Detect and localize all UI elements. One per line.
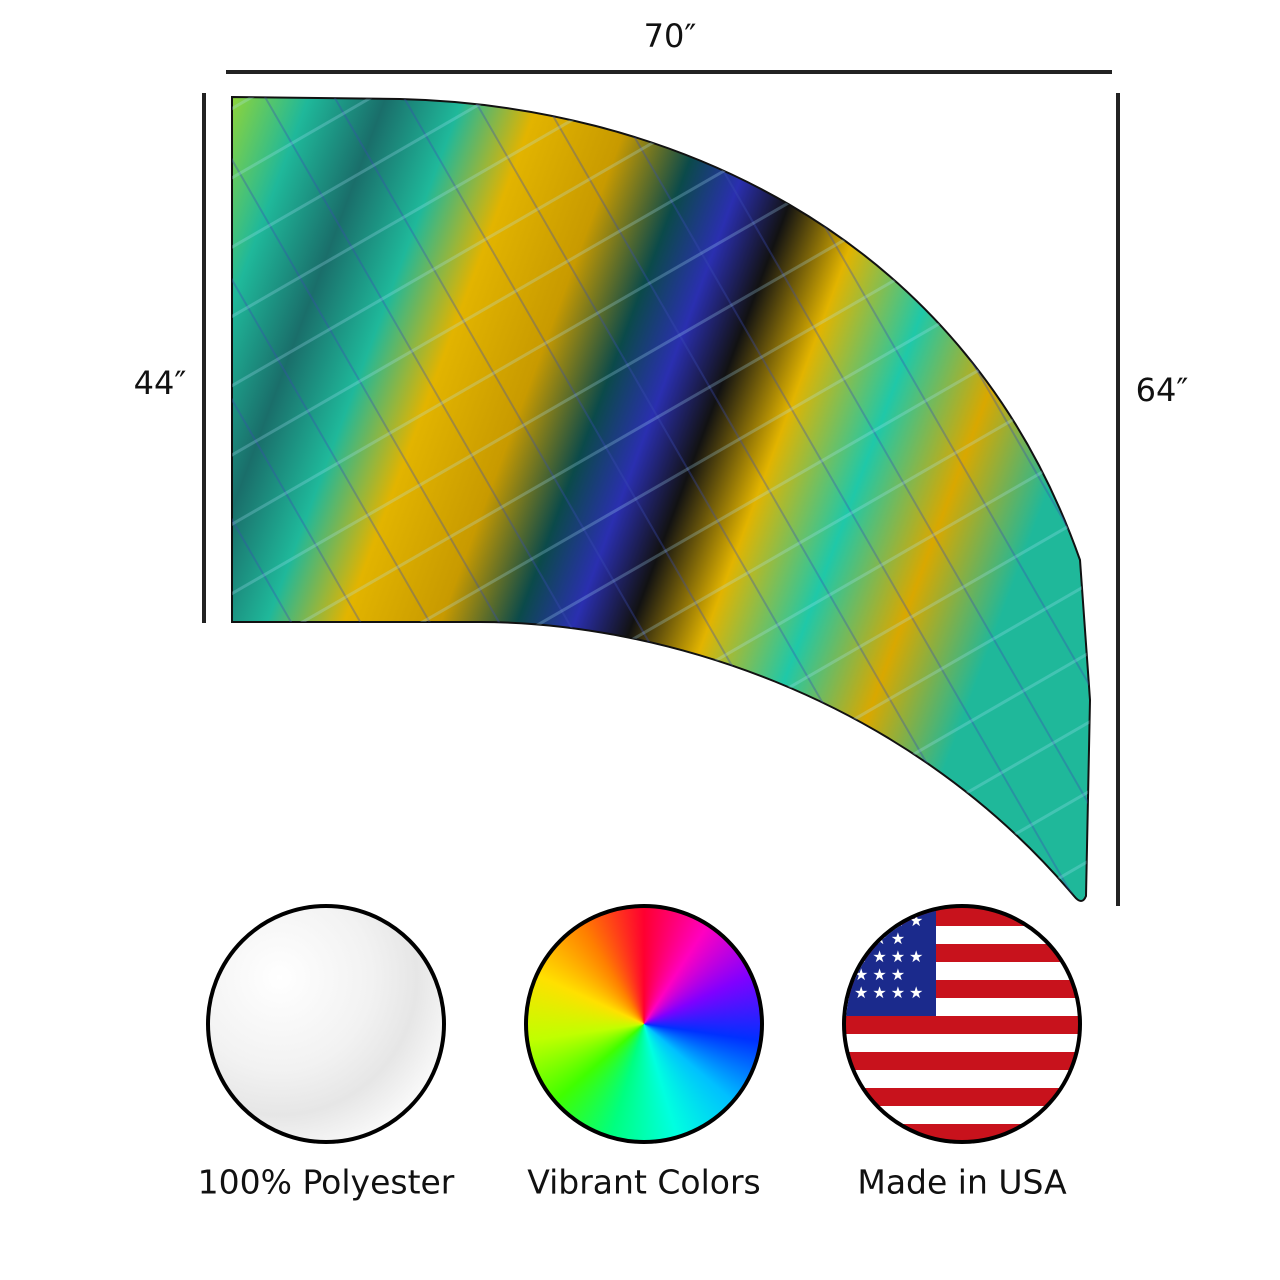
right-height-dimension-line xyxy=(1116,93,1120,906)
feature-label-polyester: 100% Polyester xyxy=(197,1162,455,1202)
fabric-icon xyxy=(206,904,446,1144)
right-height-label: 64″ xyxy=(1135,371,1189,409)
left-height-dimension-line xyxy=(202,93,206,623)
feature-label-colors: Vibrant Colors xyxy=(527,1162,761,1202)
feature-label-usa: Made in USA xyxy=(857,1162,1067,1202)
width-label: 70″ xyxy=(643,17,697,55)
color-wheel-icon xyxy=(524,904,764,1144)
left-height-label: 44″ xyxy=(133,364,187,402)
width-dimension-line xyxy=(226,70,1112,74)
flag-canton: ★★★★ ★★★ ★★★★ ★★★ ★★★★ xyxy=(846,908,936,1016)
us-flag-icon: ★★★★ ★★★ ★★★★ ★★★ ★★★★ xyxy=(842,904,1082,1144)
